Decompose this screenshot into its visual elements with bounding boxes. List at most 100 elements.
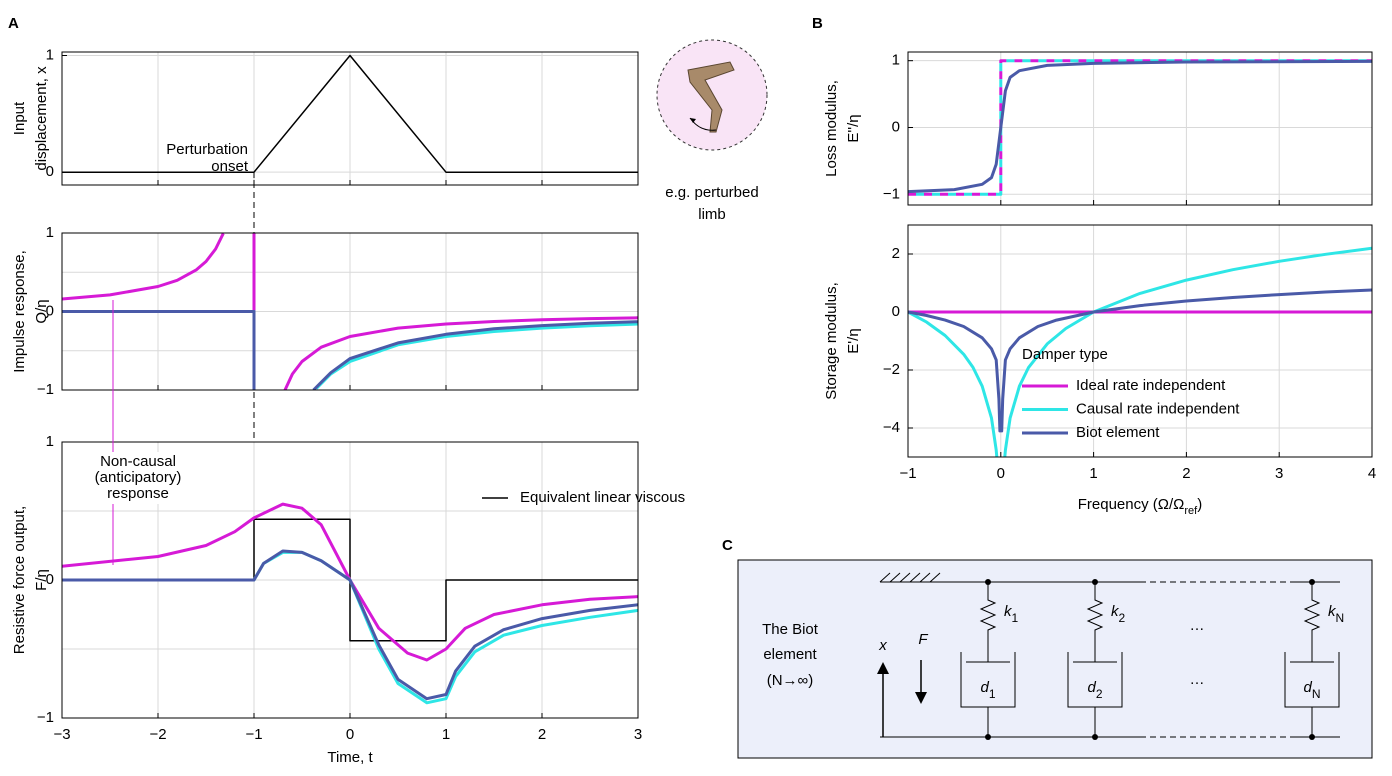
legend-label: Equivalent linear viscous [520, 489, 685, 506]
x-tick-label: 4 [1368, 465, 1376, 482]
spring-symbol: k [1004, 603, 1013, 620]
diagram-box [737, 559, 1373, 759]
dashpot-label: dN [1303, 679, 1320, 701]
y-tick-label: 0 [892, 118, 900, 135]
panel-label: C [722, 537, 733, 554]
series-line [908, 59, 1372, 194]
series-line [62, 310, 638, 390]
plot-area [908, 225, 1372, 457]
hatch [889, 572, 901, 583]
x-tick-label: 3 [1275, 465, 1283, 482]
y-axis-label: Storage modulus, [823, 282, 840, 400]
x-axis-label-part: ) [1197, 496, 1202, 513]
y-axis-label: displacement, x [33, 66, 50, 171]
y-tick-label: −1 [883, 185, 900, 202]
plot-area [908, 52, 1372, 205]
x-tick-label: 0 [997, 465, 1005, 482]
annotation: response [107, 485, 169, 502]
x-tick-label: −2 [149, 726, 166, 743]
hatch [899, 572, 911, 583]
panel-label: B [812, 15, 823, 32]
plot-frame [907, 51, 1373, 206]
x-axis-label: Frequency (Ω/Ωref) [1078, 496, 1202, 517]
spring-label: kN [1328, 603, 1344, 625]
dashpot-subscript: 2 [1096, 687, 1103, 701]
diagram-title: The Biot [762, 621, 819, 638]
illustration-caption: e.g. perturbed [665, 184, 758, 201]
dashpot-symbol: d [980, 679, 989, 696]
y-axis-label: E''/η [845, 114, 862, 142]
spring-subscript: N [1336, 611, 1345, 625]
y-tick-label: 1 [46, 46, 54, 63]
chart: −1 0 1 Impulse response, Q/η [11, 224, 639, 398]
y-tick-label: 2 [892, 245, 900, 262]
plot-frame [61, 51, 639, 186]
illustration-caption: limb [698, 206, 726, 223]
x-tick-label: 3 [634, 726, 642, 743]
chart: −1 0 1 2 3 4 −4 −2 0 2 Storage modulus, E'/η Frequen… [823, 224, 1376, 517]
hatch [909, 572, 921, 583]
y-axis-label: E'/η [845, 328, 862, 353]
x-tick-label: 1 [1089, 465, 1097, 482]
spring-label: k2 [1111, 603, 1126, 625]
limb-arrowhead [690, 118, 696, 123]
y-tick-label: −2 [883, 361, 900, 378]
y-axis-label: Input [11, 101, 28, 135]
y-tick-label: 1 [46, 224, 54, 241]
node [1309, 579, 1315, 585]
annotation-bg [92, 452, 184, 504]
panel-label: A [8, 15, 19, 32]
y-axis-label: F/η [33, 569, 50, 591]
diagram-title: (N→∞) [767, 672, 814, 689]
x-label: x [878, 637, 887, 654]
dashpot-subscript: 1 [989, 687, 996, 701]
annotation: (anticipatory) [95, 469, 182, 486]
y-axis-label: Impulse response, [11, 250, 28, 373]
x-axis-label: Time, t [327, 749, 373, 766]
dashpot-symbol: d [1087, 679, 1096, 696]
dashpot-label: d1 [980, 679, 995, 701]
annotation: onset [211, 158, 249, 175]
y-tick-label: 0 [46, 163, 54, 180]
plot-frame [907, 224, 1373, 458]
node [1309, 734, 1315, 740]
spring-symbol: k [1328, 603, 1337, 620]
series-line [62, 549, 638, 701]
spring [979, 582, 997, 662]
hatch [929, 572, 941, 583]
y-tick-label: 1 [892, 52, 900, 69]
x-tick-label: 2 [538, 726, 546, 743]
x-axis-label-part: ref [1184, 505, 1198, 517]
x-tick-label: 2 [1182, 465, 1190, 482]
legend-label: Biot element [1076, 424, 1160, 441]
hatch [919, 572, 931, 583]
spring-symbol: k [1111, 603, 1120, 620]
spring-subscript: 1 [1012, 611, 1019, 625]
chart: −1 0 1 Loss modulus, E''/η [823, 51, 1373, 206]
node [1092, 734, 1098, 740]
limb-illustration [656, 39, 768, 151]
dashpot-symbol: d [1303, 679, 1312, 696]
series-line [62, 54, 638, 173]
plot-frame [61, 441, 639, 719]
x-tick-label: −3 [53, 726, 70, 743]
spring-subscript: 2 [1119, 611, 1126, 625]
node [1092, 579, 1098, 585]
ellipsis: … [1190, 617, 1205, 634]
y-axis-label: Resistive force output, [11, 506, 28, 654]
y-axis-label: Q/η [33, 299, 50, 323]
legend-title: Damper type [1022, 346, 1108, 363]
y-axis-label: Loss modulus, [823, 80, 840, 177]
limb-shape [687, 61, 735, 133]
x-tick-label: 1 [442, 726, 450, 743]
y-tick-label: 0 [892, 303, 900, 320]
series-line [908, 288, 1372, 433]
legend-label: Causal rate independent [1076, 400, 1240, 417]
series-line [908, 246, 1372, 457]
F-label: F [918, 631, 928, 648]
y-tick-label: 0 [46, 302, 54, 319]
x-tick-label: −1 [899, 465, 916, 482]
